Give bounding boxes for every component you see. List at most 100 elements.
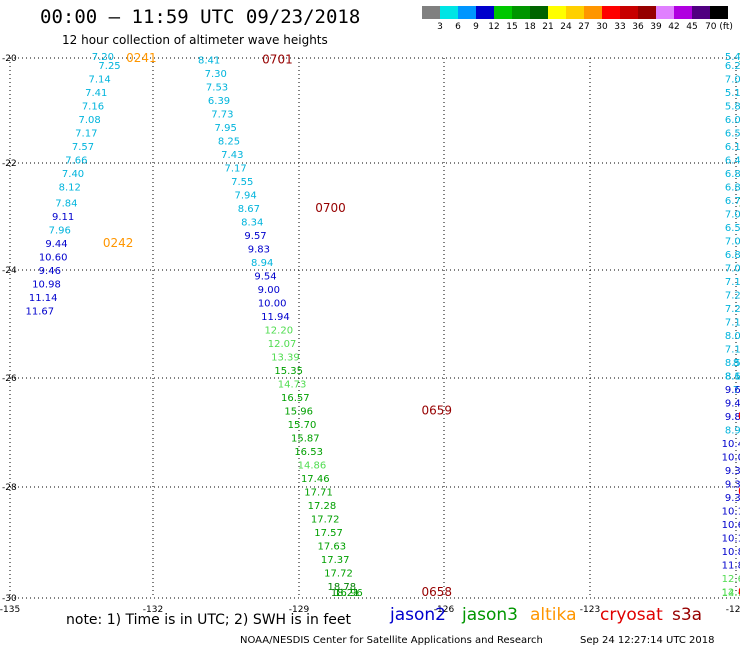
colorbar-swatch [548,6,566,19]
colorbar-label: 45 [686,22,698,32]
wave-height-label: 18.78 [327,582,356,593]
wave-height-label: 7.73 [211,109,233,120]
wave-height-label: 7.07 [725,74,740,85]
colorbar-label: 30 [596,22,608,32]
wave-height-label: 7.11 [725,317,740,328]
wave-height-label: 7.19 [725,277,740,288]
wave-height-label: 6.39 [208,96,230,107]
wave-height-label: 15.96 [284,406,313,417]
colorbar-label: 15 [506,22,518,32]
colorbar-label: 24 [560,22,572,32]
wave-height-label: 7.25 [98,61,120,72]
wave-height-label: 14.86 [298,460,327,471]
x-tick-label: -129 [289,605,310,615]
colorbar-label: 18 [524,22,536,32]
colorbar-label: 33 [614,22,626,32]
pass-time-label: 0700 [315,201,346,215]
wave-height-label: 11.94 [261,312,290,323]
wave-height-label: 6.58 [725,128,740,139]
wave-height-label: 5.19 [725,88,740,99]
wave-height-label: 16.53 [294,447,323,458]
colorbar-swatch [512,6,530,19]
wave-height-label: 7.21 [725,304,740,315]
wave-height-label: 7.08 [79,115,101,126]
wave-height-label: 9.00 [258,285,280,296]
wave-height-label: 17.72 [311,514,340,525]
chart-title: 00:00 – 11:59 UTC 09/23/2018 [40,6,361,28]
wave-height-label: 10.00 [258,298,287,309]
colorbar-label: 6 [455,22,461,32]
pass-time-label: 0242 [103,236,134,250]
wave-height-label: 9.57 [244,231,266,242]
wave-height-label: 7.16 [82,101,104,112]
wave-height-label: 6.83 [725,250,740,261]
wave-height-label: 6.15 [725,142,740,153]
colorbar-swatch [458,6,476,19]
wave-height-label: 7.96 [49,226,71,237]
wave-height-label: 15.87 [291,433,320,444]
satellite-legend-cryosat: cryosat [600,605,663,625]
colorbar-swatch [656,6,674,19]
wave-height-label: 7.43 [221,150,243,161]
wave-height-label: 7.14 [88,74,110,85]
wave-height-label: 7.40 [62,169,84,180]
wave-height-label: 8.25 [218,136,240,147]
wave-height-label: 8.67 [238,204,260,215]
wave-height-label: 10.13 [722,533,740,544]
colorbar-label: 3 [437,22,443,32]
y-tick-label: -28 [2,483,17,493]
wave-height-label: 7.66 [65,155,87,166]
colorbar-label: 27 [578,22,590,32]
wave-height-label: 8.94 [251,258,273,269]
y-tick-label: -26 [2,374,17,384]
wave-height-label: 18.21 [331,588,360,599]
colorbar-label: 21 [542,22,554,32]
colorbar-swatch [710,6,728,19]
wave-height-label: 6.89 [725,182,740,193]
colorbar-label: 70 (ft) [705,22,733,32]
wave-height-label: 10.45 [722,439,740,450]
pass-time-label: 115 [738,196,740,210]
colorbar-label: 39 [650,22,662,32]
y-tick-label: -30 [2,594,17,604]
wave-height-label: 17.72 [324,568,353,579]
wave-height-label: 9.66 [725,385,740,396]
wave-height-label: 6.82 [725,169,740,180]
colorbar-label: 12 [488,22,500,32]
wave-height-label: 8.12 [59,182,81,193]
wave-height-label: 17.37 [321,555,350,566]
satellite-legend-altika: altika [530,605,577,625]
colorbar-swatch [440,6,458,19]
colorbar-swatch [674,6,692,19]
wave-height-label: 9.11 [52,212,74,223]
footer-timestamp: Sep 24 12:27:14 UTC 2018 [580,635,715,646]
wave-height-label: 7.30 [205,69,227,80]
wave-height-label: 6.55 [725,223,740,234]
pass-time-label: 1149 [738,51,740,65]
wave-height-label: 8.10 [725,371,740,382]
pass-time-label: 045 [738,409,740,423]
wave-height-label: 6.29 [725,61,740,72]
wave-height-label: 8.34 [241,217,263,228]
wave-height-label: 8.63 [725,371,740,382]
chart-subtitle: 12 hour collection of altimeter wave hei… [62,33,328,47]
colorbar-label: 9 [473,22,479,32]
wave-height-label: 15.70 [288,420,317,431]
x-tick-label: -123 [580,605,600,615]
wave-height-label: 14.16 [722,588,740,599]
colorbar-swatch [422,6,440,19]
wave-height-label: 11.14 [29,293,58,304]
wave-height-label: 14.73 [278,379,307,390]
wave-height-label: 9.33 [725,479,740,490]
wave-height-label: 17.46 [301,474,330,485]
wave-height-label: 6.45 [725,155,740,166]
colorbar-swatch [584,6,602,19]
wave-height-label: 10.98 [32,280,61,291]
satellite-legend-jason2: jason2 [390,605,446,625]
wave-height-label: 7.55 [231,177,253,188]
colorbar-label: 36 [632,22,644,32]
wave-height-label: 5.43 [725,52,740,63]
wave-height-label: 8.54 [725,358,740,369]
